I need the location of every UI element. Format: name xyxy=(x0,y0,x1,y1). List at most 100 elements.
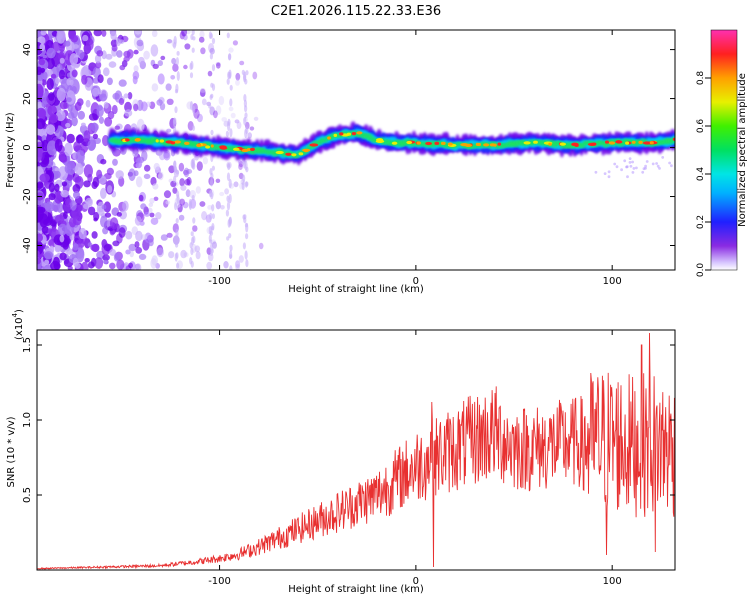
noise-speck xyxy=(190,60,194,70)
noise-speck xyxy=(209,212,213,220)
noise-speck xyxy=(103,101,109,109)
noise-speck xyxy=(92,176,100,188)
noise-speck xyxy=(37,250,40,257)
colorbar-gradient xyxy=(710,29,738,271)
noise-speck xyxy=(209,94,213,100)
y-tick-label: 40 xyxy=(22,43,33,56)
noise-speck xyxy=(100,158,107,165)
noise-speck xyxy=(192,105,196,114)
ridge-peak xyxy=(523,141,531,145)
noise-speck xyxy=(607,170,611,174)
noise-speck xyxy=(65,122,71,128)
noise-speck xyxy=(119,210,127,220)
noise-speck xyxy=(56,190,62,199)
noise-speck xyxy=(245,181,249,187)
noise-speck xyxy=(104,212,112,218)
noise-speck xyxy=(172,235,180,245)
noise-speck xyxy=(216,62,221,69)
noise-speck xyxy=(46,78,54,90)
noise-speck xyxy=(631,171,635,174)
ridge-peak xyxy=(339,132,344,136)
snr-scale-exponent: 4 xyxy=(11,312,19,317)
noise-speck xyxy=(112,92,120,100)
ridge-peak xyxy=(351,132,356,136)
noise-speck xyxy=(178,162,185,172)
noise-speck xyxy=(190,231,194,237)
noise-speck xyxy=(72,44,79,49)
noise-speck xyxy=(223,261,229,269)
noise-speck xyxy=(174,106,178,114)
ridge-peak xyxy=(625,141,630,145)
noise-speck xyxy=(245,259,249,268)
noise-speck xyxy=(192,217,196,224)
noise-speck xyxy=(184,43,191,50)
noise-speck xyxy=(226,195,230,202)
noise-speck xyxy=(67,105,73,113)
noise-speck xyxy=(127,92,133,100)
noise-speck xyxy=(224,188,230,195)
noise-speck xyxy=(160,55,166,61)
noise-speck xyxy=(102,254,110,261)
ridge-peak xyxy=(155,139,159,143)
noise-speck xyxy=(115,170,124,180)
noise-speck xyxy=(42,54,48,59)
noise-speck xyxy=(172,187,178,194)
snr-scale-base: (x10 xyxy=(14,317,25,340)
noise-speck xyxy=(211,213,215,220)
noise-speck xyxy=(136,39,144,47)
noise-speck xyxy=(210,178,214,187)
noise-speck xyxy=(81,74,88,85)
noise-speck xyxy=(228,47,234,53)
ridge-peak xyxy=(309,143,319,147)
noise-speck xyxy=(39,173,50,183)
ridge-peak xyxy=(291,153,297,157)
noise-speck xyxy=(241,181,245,191)
noise-speck xyxy=(41,100,47,108)
ridge-peak xyxy=(587,142,596,146)
noise-speck xyxy=(158,171,164,181)
noise-speck xyxy=(83,130,91,142)
spectrogram-ylabel: Frequency (Hz) xyxy=(5,112,16,188)
noise-speck xyxy=(78,227,87,240)
spectrogram-x-ticks: -100 0 100 xyxy=(208,30,622,287)
noise-speck xyxy=(171,57,177,65)
noise-speck xyxy=(98,116,104,125)
snr-panel: -100 0 100 0.5 1.0 1.5 Height of straight li… xyxy=(6,309,676,595)
noise-speck xyxy=(128,262,134,269)
noise-speck xyxy=(215,178,221,183)
noise-speck xyxy=(90,122,99,132)
noise-speck xyxy=(243,94,247,102)
ridge-peak xyxy=(464,143,473,147)
noise-speck xyxy=(215,201,221,210)
noise-speck xyxy=(626,175,629,179)
noise-speck xyxy=(111,104,118,115)
noise-speck xyxy=(103,259,109,265)
noise-speck xyxy=(174,89,179,94)
noise-speck xyxy=(200,88,206,94)
noise-speck xyxy=(211,204,215,212)
noise-speck xyxy=(141,150,148,162)
noise-speck xyxy=(109,217,119,230)
noise-speck xyxy=(656,164,660,168)
ridge-peak xyxy=(440,141,446,145)
noise-speck xyxy=(229,84,233,91)
noise-speck xyxy=(201,211,208,221)
noise-speck xyxy=(74,101,82,111)
ridge-peak xyxy=(250,147,255,151)
noise-speck xyxy=(135,176,143,188)
noise-speck xyxy=(118,97,125,106)
noise-speck xyxy=(230,112,236,119)
spectrogram-panel: -100 0 100 -40 -20 0 20 40 Height of straight … xyxy=(5,29,676,295)
noise-speck xyxy=(99,93,107,102)
noise-speck xyxy=(150,44,159,57)
noise-speck xyxy=(207,70,213,77)
noise-speck xyxy=(115,38,121,47)
noise-speck xyxy=(155,212,162,220)
noise-speck xyxy=(227,163,231,171)
noise-speck xyxy=(101,30,107,37)
noise-speck xyxy=(91,87,100,97)
noise-speck xyxy=(644,164,647,168)
noise-speck xyxy=(175,218,179,224)
noise-speck xyxy=(179,198,186,206)
noise-speck xyxy=(133,65,139,73)
